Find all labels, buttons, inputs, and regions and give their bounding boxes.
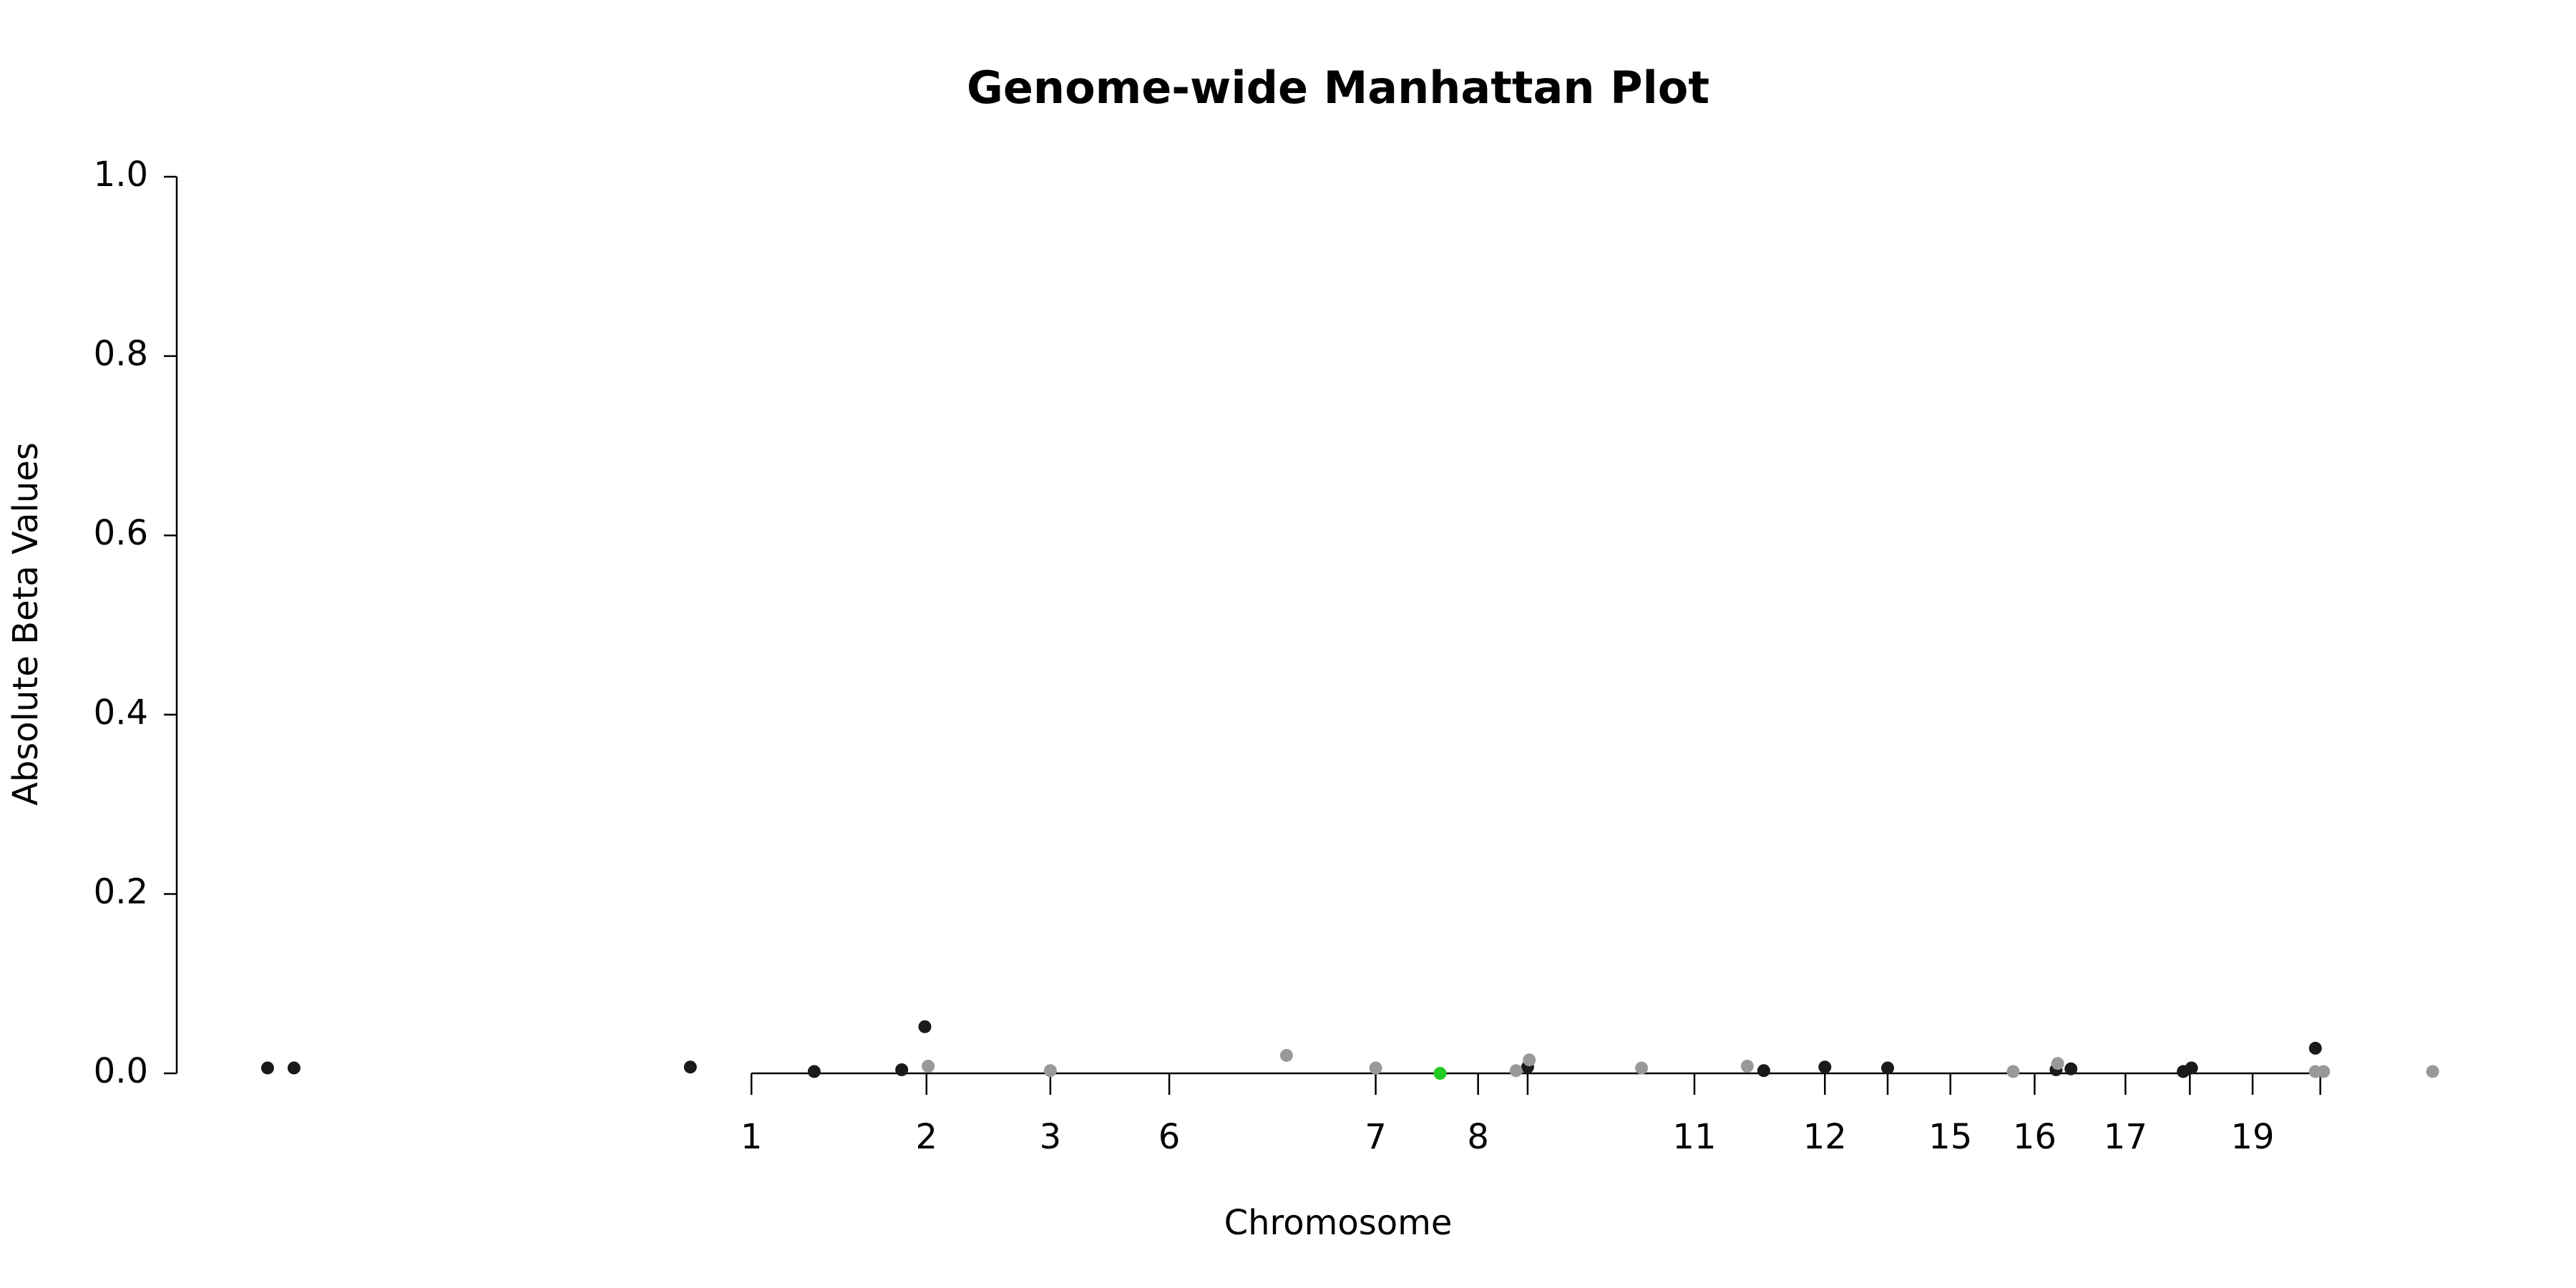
point — [1635, 1061, 1649, 1075]
point — [1757, 1064, 1770, 1078]
y-tick-label: 1.0 — [94, 155, 148, 195]
point — [1433, 1067, 1447, 1080]
point — [683, 1060, 697, 1074]
point — [287, 1061, 301, 1075]
point — [2051, 1057, 2064, 1070]
x-axis-label: Chromosome — [1224, 1203, 1453, 1243]
x-tick-label: 1 — [741, 1117, 763, 1157]
point — [1369, 1061, 1382, 1075]
point — [2317, 1065, 2331, 1078]
point — [260, 1061, 274, 1075]
point — [2426, 1065, 2439, 1078]
x-tick-label: 11 — [1672, 1117, 1716, 1157]
y-tick-label: 0.0 — [94, 1051, 148, 1091]
point — [2308, 1041, 2322, 1055]
x-tick-label: 15 — [1928, 1117, 1972, 1157]
y-tick-label: 0.4 — [94, 693, 148, 733]
y-tick-label: 0.6 — [94, 513, 148, 553]
x-tick-label: 2 — [916, 1117, 938, 1157]
x-tick-label: 8 — [1467, 1117, 1489, 1157]
point — [1818, 1060, 1832, 1074]
point — [1279, 1048, 1293, 1062]
point — [1523, 1053, 1536, 1067]
point — [1880, 1061, 1894, 1075]
x-tick-label: 17 — [2104, 1117, 2147, 1157]
x-tick-label: 3 — [1040, 1117, 1062, 1157]
x-tick-label: 6 — [1158, 1117, 1181, 1157]
chart-title: Genome-wide Manhattan Plot — [967, 62, 1709, 114]
point — [1740, 1059, 1754, 1073]
point — [918, 1020, 932, 1033]
point — [1509, 1064, 1523, 1078]
point — [2185, 1061, 2198, 1075]
point — [2064, 1062, 2078, 1075]
point — [807, 1065, 821, 1078]
point — [895, 1063, 909, 1076]
point — [1043, 1064, 1057, 1078]
y-axis-label: Absolute Beta Values — [6, 442, 46, 806]
y-tick-label: 0.8 — [94, 334, 148, 374]
point — [922, 1059, 935, 1073]
x-tick-label: 16 — [2013, 1117, 2057, 1157]
point — [2006, 1065, 2020, 1078]
x-tick-label: 12 — [1803, 1117, 1847, 1157]
x-tick-label: 7 — [1365, 1117, 1387, 1157]
x-tick-label: 19 — [2231, 1117, 2275, 1157]
y-tick-label: 0.2 — [94, 872, 148, 912]
